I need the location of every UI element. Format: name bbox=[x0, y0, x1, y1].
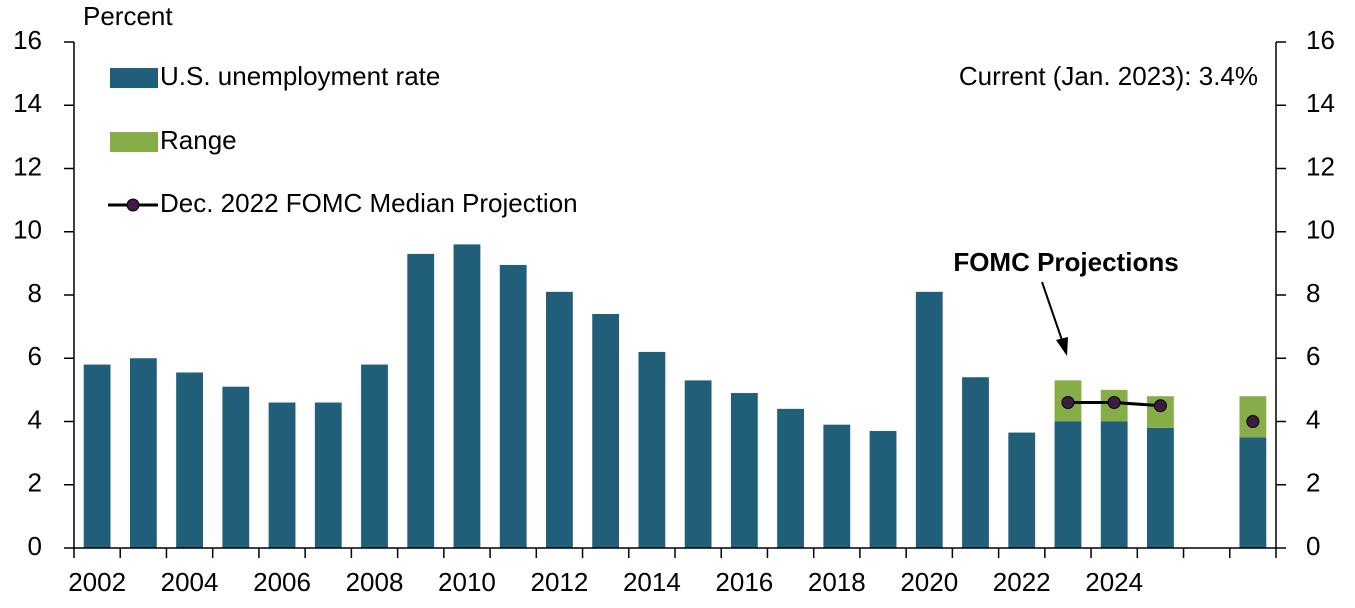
y2-tick-label: 8 bbox=[1306, 278, 1320, 308]
y2-tick-label: 6 bbox=[1306, 341, 1320, 371]
bar bbox=[730, 393, 758, 548]
annotation: Current (Jan. 2023): 3.4% bbox=[959, 61, 1258, 91]
bar bbox=[222, 386, 250, 548]
bar bbox=[869, 430, 897, 548]
y2-tick-label: 2 bbox=[1306, 468, 1320, 498]
y-tick-label: 16 bbox=[13, 25, 42, 55]
median-marker bbox=[1061, 396, 1075, 410]
y-axis-label: Percent bbox=[83, 1, 173, 31]
y2-tick-label: 12 bbox=[1306, 151, 1335, 181]
y2-tick-label: 14 bbox=[1306, 88, 1335, 118]
y2-tick-label: 16 bbox=[1306, 25, 1335, 55]
bar bbox=[638, 351, 666, 548]
legend-marker bbox=[126, 198, 140, 212]
bar bbox=[83, 364, 111, 548]
annotation: FOMC Projections bbox=[953, 247, 1178, 277]
bar bbox=[1054, 421, 1082, 548]
x-tick-label: 2010 bbox=[438, 567, 496, 597]
x-tick-label: 2014 bbox=[623, 567, 681, 597]
annotation-arrowhead bbox=[1056, 337, 1068, 356]
bar bbox=[1100, 421, 1128, 548]
x-tick-label: 2016 bbox=[715, 567, 773, 597]
bar bbox=[915, 291, 943, 548]
bar bbox=[361, 364, 388, 548]
x-tick-label: 2008 bbox=[346, 567, 404, 597]
annotation-arrow bbox=[1041, 281, 1065, 347]
bar bbox=[176, 372, 203, 548]
median-marker bbox=[1246, 415, 1260, 428]
bar bbox=[777, 408, 804, 548]
bar bbox=[1008, 432, 1036, 548]
x-tick-label: 2004 bbox=[161, 567, 219, 597]
median-marker bbox=[1153, 399, 1167, 413]
legend-label: U.S. unemployment rate bbox=[160, 61, 440, 91]
bar bbox=[129, 358, 157, 548]
bar bbox=[823, 424, 851, 548]
x-tick-label: 2024 bbox=[1085, 567, 1143, 597]
x-tick-label: 2006 bbox=[253, 567, 311, 597]
bar bbox=[684, 380, 712, 548]
y-tick-label: 10 bbox=[13, 215, 42, 245]
bar bbox=[314, 402, 342, 548]
legend-label: Dec. 2022 FOMC Median Projection bbox=[160, 188, 578, 218]
y-tick-label: 8 bbox=[28, 278, 42, 308]
bar bbox=[1147, 427, 1174, 548]
bar bbox=[1239, 437, 1267, 548]
y-tick-label: 6 bbox=[28, 341, 42, 371]
x-tick-label: 2022 bbox=[993, 567, 1051, 597]
bar bbox=[453, 244, 481, 548]
y2-tick-label: 0 bbox=[1306, 531, 1320, 561]
bar bbox=[268, 402, 296, 548]
bar bbox=[499, 264, 527, 548]
y-tick-label: 0 bbox=[28, 531, 42, 561]
y2-tick-label: 4 bbox=[1306, 404, 1320, 434]
y-tick-label: 14 bbox=[13, 88, 42, 118]
x-tick-label: 2018 bbox=[808, 567, 866, 597]
legend-swatch bbox=[110, 68, 158, 88]
legend-label: Range bbox=[160, 125, 237, 155]
legend-swatch bbox=[110, 132, 158, 152]
y-tick-label: 12 bbox=[13, 151, 42, 181]
bar bbox=[407, 253, 435, 548]
y-tick-label: 4 bbox=[28, 404, 42, 434]
x-tick-label: 2020 bbox=[900, 567, 958, 597]
y2-tick-label: 10 bbox=[1306, 215, 1335, 245]
bar bbox=[546, 291, 573, 548]
y-tick-label: 2 bbox=[28, 468, 42, 498]
bar bbox=[962, 377, 989, 548]
median-marker bbox=[1107, 396, 1121, 410]
x-tick-label: 2012 bbox=[531, 567, 589, 597]
bar bbox=[592, 313, 620, 548]
x-tick-label: 2002 bbox=[68, 567, 126, 597]
